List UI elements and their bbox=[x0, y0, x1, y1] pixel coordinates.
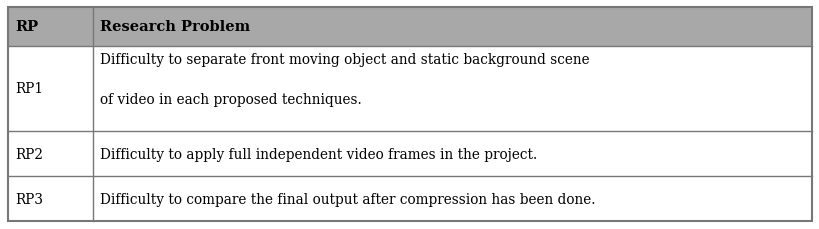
Text: Difficulty to separate front moving object and static background scene: Difficulty to separate front moving obje… bbox=[100, 52, 589, 66]
Bar bbox=[8, 131, 811, 176]
Text: RP1: RP1 bbox=[15, 82, 43, 96]
Text: RP3: RP3 bbox=[15, 192, 43, 206]
Bar bbox=[8, 176, 811, 221]
Text: Research Problem: Research Problem bbox=[100, 20, 250, 34]
Text: RP2: RP2 bbox=[15, 147, 43, 161]
Text: Difficulty to apply full independent video frames in the project.: Difficulty to apply full independent vid… bbox=[100, 147, 536, 161]
Bar bbox=[8, 46, 811, 131]
Text: of video in each proposed techniques.: of video in each proposed techniques. bbox=[100, 92, 361, 106]
Text: Difficulty to compare the final output after compression has been done.: Difficulty to compare the final output a… bbox=[100, 192, 595, 206]
Bar bbox=[8, 8, 811, 46]
Text: RP: RP bbox=[15, 20, 38, 34]
